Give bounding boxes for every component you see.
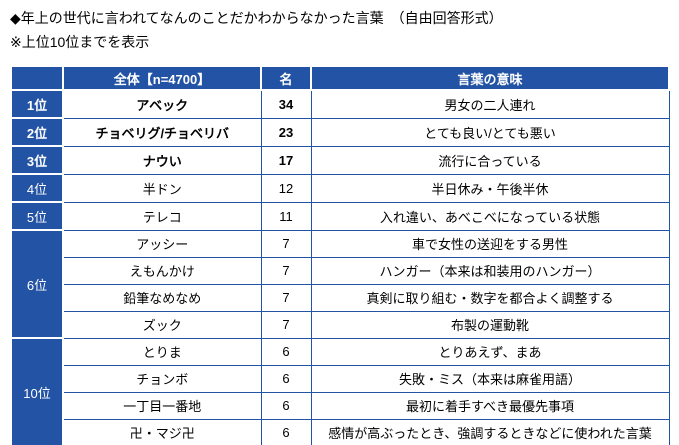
table-row: 10位 とりま 6 とりあえず、まあ xyxy=(10,337,670,445)
rank-column-header xyxy=(10,65,64,91)
word-cell: 半ドン xyxy=(62,173,262,203)
word-cell: チョベリグ/チョベリバ xyxy=(62,117,262,147)
page-title: ◆年上の世代に言われてなんのことだかわからなかった言葉 （自由回答形式） xyxy=(10,10,503,26)
word-cell: 鉛筆なめなめ xyxy=(62,283,262,312)
count-cell: 7 xyxy=(260,256,312,285)
count-cell: 6 xyxy=(260,364,312,393)
rank-cell: 4位 xyxy=(10,173,64,203)
meaning-cell: 真剣に取り組む・数字を都合よく調整する xyxy=(310,283,670,312)
meaning-cell: ハンガー（本来は和装用のハンガー） xyxy=(310,256,670,285)
count-cell: 17 xyxy=(260,145,312,175)
page-subtitle: ※上位10位までを表示 xyxy=(10,34,150,50)
word-cell: 一丁目一番地 xyxy=(62,391,262,420)
count-cell: 7 xyxy=(260,283,312,312)
table-header-row: 全体【n=4700】 名 言葉の意味 xyxy=(10,65,670,91)
count-cell: 6 xyxy=(260,418,312,445)
count-cell: 7 xyxy=(260,229,312,258)
table-row: チョンボ 6 失敗・ミス（本来は麻雀用語） xyxy=(11,364,670,393)
rank-cell: 1位 xyxy=(10,89,64,119)
count-cell: 12 xyxy=(260,173,312,203)
table-row: ズック 7 布製の運動靴 xyxy=(11,310,670,339)
rank-cell: 6位 xyxy=(10,229,64,339)
meaning-cell: 男女の二人連れ xyxy=(310,89,670,119)
meaning-cell: 布製の運動靴 xyxy=(310,310,670,339)
word-cell: アベック xyxy=(62,89,262,119)
word-column-header: 全体【n=4700】 xyxy=(62,65,262,91)
word-cell: チョンボ xyxy=(62,364,262,393)
meaning-cell: 最初に着手すべき最優先事項 xyxy=(310,391,670,420)
meaning-column-header: 言葉の意味 xyxy=(310,65,670,91)
count-cell: 11 xyxy=(260,201,312,231)
table-row: 2位 チョベリグ/チョベリバ 23 とても良い/とても悪い xyxy=(10,117,670,147)
rank-cell: 3位 xyxy=(10,145,64,175)
word-cell: とりま xyxy=(62,337,262,366)
rank-cell: 2位 xyxy=(10,117,64,147)
meaning-cell: 感情が高ぶったとき、強調するときなどに使われた言葉 xyxy=(310,418,670,445)
word-cell: アッシー xyxy=(62,229,262,258)
table-body: 1位 アベック 34 男女の二人連れ 2位 チョベリグ/チョベリバ 23 とても良い/とても悪… xyxy=(10,89,670,445)
count-cell: 7 xyxy=(260,310,312,339)
rank-cell: 10位 xyxy=(10,337,64,445)
meaning-cell: 入れ違い、あべこべになっている状態 xyxy=(310,201,670,231)
table-row: 4位 半ドン 12 半日休み・午後半休 xyxy=(10,173,670,203)
word-cell: ズック xyxy=(62,310,262,339)
table-row: 一丁目一番地 6 最初に着手すべき最優先事項 xyxy=(11,391,670,420)
word-cell: ナウい xyxy=(62,145,262,175)
word-cell: 卍・マジ卍 xyxy=(62,418,262,445)
word-cell: テレコ xyxy=(62,201,262,231)
count-cell: 6 xyxy=(260,391,312,420)
count-column-header: 名 xyxy=(260,65,312,91)
table-row: えもんかけ 7 ハンガー（本来は和装用のハンガー） xyxy=(11,256,670,285)
table-row: 6位 アッシー 7 車で女性の送迎をする男性 xyxy=(10,229,670,339)
meaning-cell: 流行に合っている xyxy=(310,145,670,175)
table-row: 3位 ナウい 17 流行に合っている xyxy=(10,145,670,175)
meaning-cell: とても良い/とても悪い xyxy=(310,117,670,147)
count-cell: 23 xyxy=(260,117,312,147)
word-cell: えもんかけ xyxy=(62,256,262,285)
count-cell: 34 xyxy=(260,89,312,119)
meaning-cell: 失敗・ミス（本来は麻雀用語） xyxy=(310,364,670,393)
meaning-cell: 車で女性の送迎をする男性 xyxy=(310,229,670,258)
meaning-cell: 半日休み・午後半休 xyxy=(310,173,670,203)
ranking-table: 全体【n=4700】 名 言葉の意味 1位 アベック 34 男女の二人連れ 2位 チョベリ… xyxy=(10,65,670,445)
table-row: 鉛筆なめなめ 7 真剣に取り組む・数字を都合よく調整する xyxy=(11,283,670,312)
table-row: 卍・マジ卍 6 感情が高ぶったとき、強調するときなどに使われた言葉 xyxy=(11,418,670,445)
rank-cell: 5位 xyxy=(10,201,64,231)
table-row: 5位 テレコ 11 入れ違い、あべこべになっている状態 xyxy=(10,201,670,231)
meaning-cell: とりあえず、まあ xyxy=(310,337,670,366)
table-row: 1位 アベック 34 男女の二人連れ xyxy=(10,89,670,119)
count-cell: 6 xyxy=(260,337,312,366)
